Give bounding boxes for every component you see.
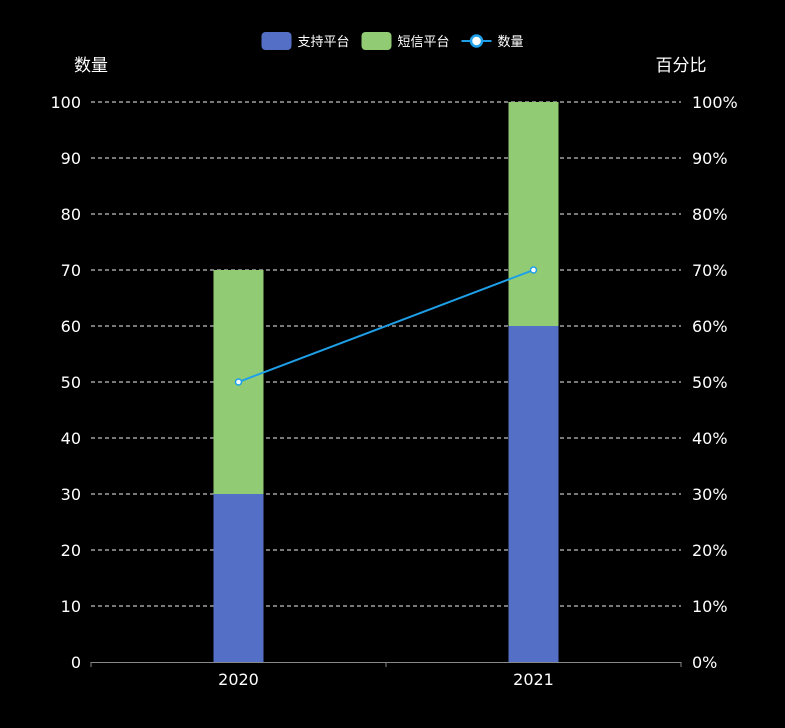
- legend: 支持平台 短信平台 数量: [261, 32, 524, 50]
- line-数量: [238, 269, 534, 383]
- grid-lines: [91, 101, 681, 607]
- line-series: [234, 266, 538, 386]
- y-right-tick-label: 50%: [692, 373, 728, 392]
- bar-短信平台-2021: [508, 102, 559, 326]
- legend-label: 短信平台: [398, 35, 450, 50]
- y-right-tick-label: 40%: [692, 429, 728, 448]
- y-right-tick-label: 10%: [692, 597, 728, 616]
- y-right-tick-label: 100%: [692, 93, 738, 112]
- y-left-tick-label: 10: [61, 597, 81, 616]
- x-tick-label: 2021: [513, 670, 554, 689]
- legend-swatch: [261, 32, 292, 50]
- x-tick-label: 2020: [218, 670, 259, 689]
- bar-支持平台-2021: [508, 326, 559, 662]
- y-left-tick-label: 70: [61, 261, 81, 280]
- y-left-tick-label: 90: [61, 149, 81, 168]
- y-left-tick-label: 50: [61, 373, 81, 392]
- y-right-tick-label: 90%: [692, 149, 728, 168]
- legend-line-marker: [469, 34, 484, 48]
- y-right-tick-label: 0%: [692, 653, 717, 672]
- y-right-tick-label: 30%: [692, 485, 728, 504]
- bar-支持平台-2020: [213, 494, 264, 662]
- y-right-tick-label: 20%: [692, 541, 728, 560]
- y-left-tick-label: 60: [61, 317, 81, 336]
- y-left-tick-label: 30: [61, 485, 81, 504]
- y-left-tick-label: 80: [61, 205, 81, 224]
- y-left-tick-label: 20: [61, 541, 81, 560]
- y-left-tick-label: 100: [50, 93, 81, 112]
- axes: [90, 662, 682, 667]
- y-left-tick-label: 40: [61, 429, 81, 448]
- y-right-tick-label: 60%: [692, 317, 728, 336]
- line-point: [234, 378, 243, 386]
- bar-series: [213, 102, 559, 662]
- y-right-tick-label: 70%: [692, 261, 728, 280]
- y-right-axis-title: 百分比: [656, 56, 707, 76]
- line-point: [529, 266, 538, 274]
- y-right-tick-label: 80%: [692, 205, 728, 224]
- legend-label: 数量: [498, 35, 524, 50]
- y-left-tick-label: 0: [71, 653, 81, 672]
- y-left-axis-title: 数量: [74, 56, 108, 76]
- axis-labels: 0 10 20 30 40 50 60 70 80 90 100 0% 10% 20% 30% 40% 50% 6…: [50, 56, 737, 689]
- legend-label: 支持平台: [298, 35, 350, 50]
- legend-swatch: [361, 32, 392, 50]
